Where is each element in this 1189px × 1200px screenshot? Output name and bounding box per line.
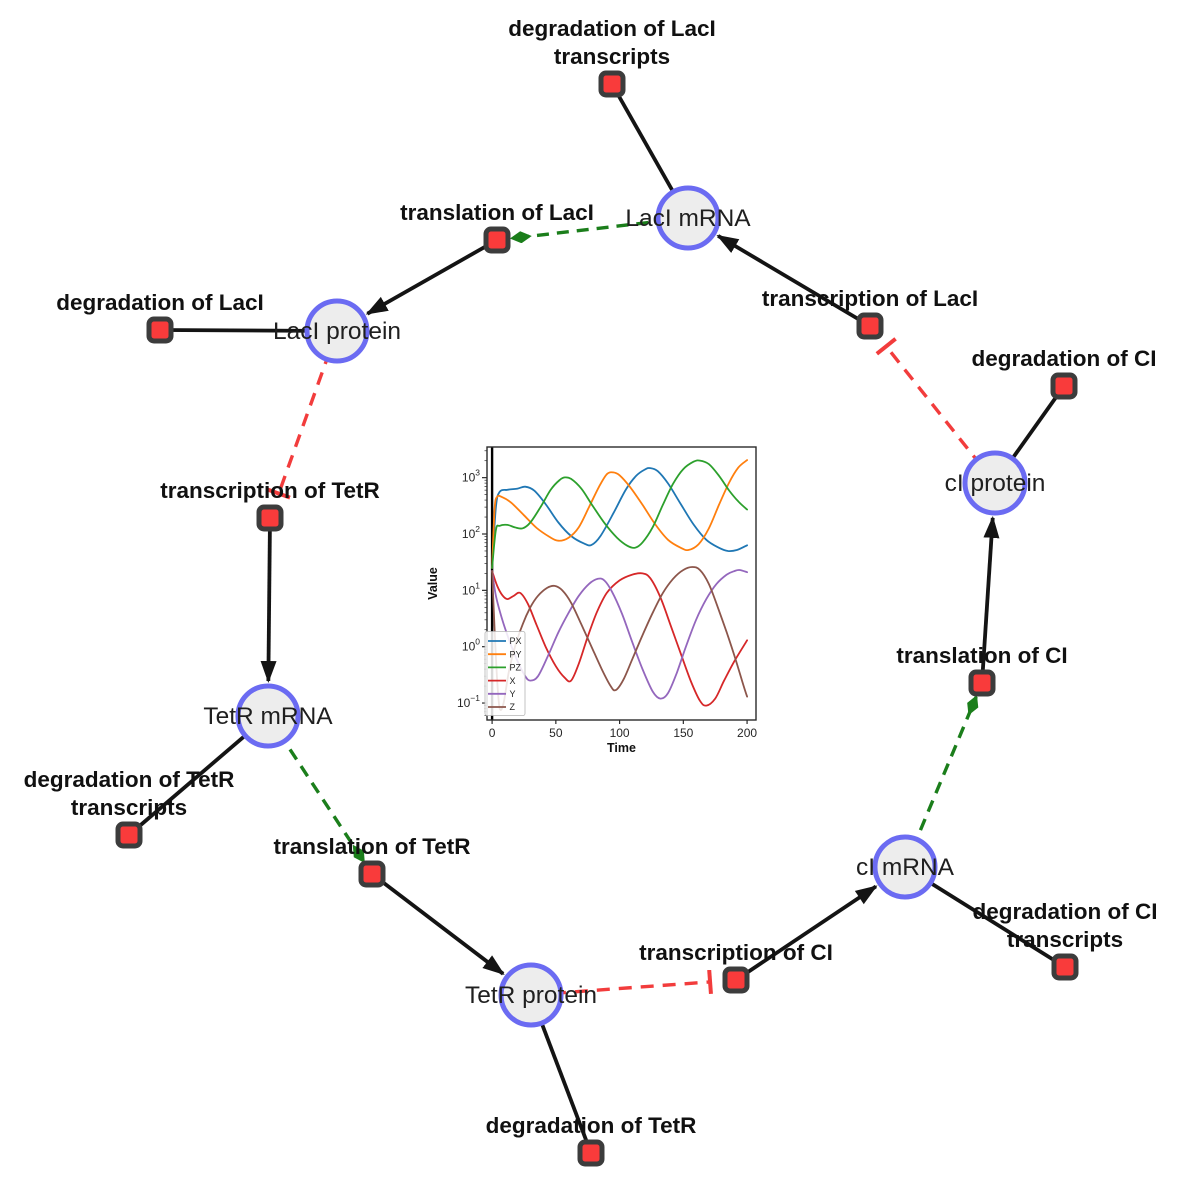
edge-production-translation_tetr-tetr_protein [370,872,505,976]
edge-production-transcription_tetr-tetr_mrna [260,517,277,684]
labels-layer: degradation of LacI transcripts translatio… [24,16,1158,1138]
reaction-node-translation_tetr[interactable] [358,860,386,888]
species-node-ci_mrna[interactable] [872,834,938,900]
x-tick-label: 100 [610,726,630,740]
reaction-label-deg_ci_transcripts: degradation of CI transcripts [973,899,1158,952]
nodes-layer [115,70,1079,1167]
y-tick-label: 10−1 [457,693,480,710]
reaction-node-deg_tetr[interactable] [577,1139,605,1167]
chart-plot-area [490,447,748,720]
edge-production-translation_ci-ci_protein [980,515,1000,684]
series-PX [491,467,748,569]
reaction-node-deg_laci[interactable] [146,316,174,344]
x-tick-label: 200 [737,726,757,740]
species-label-ci_protein: cI protein [945,470,1046,497]
reaction-label-transcription_tetr: transcription of TetR [160,478,380,503]
species-node-ci_protein[interactable] [962,450,1028,516]
reaction-label-transcription_ci: transcription of CI [639,940,833,965]
species-node-laci_mrna[interactable] [655,185,721,251]
x-tick-label: 50 [549,726,563,740]
chart-svg: 0 50 100 150 20010−1100101102103TimeValuePXP… [426,446,757,755]
series-X [491,570,748,707]
y-tick-label: 103 [462,468,480,485]
species-node-tetr_mrna[interactable] [235,683,301,749]
y-axis-label: Value [426,567,440,600]
reaction-node-deg_tetr_transcripts[interactable] [115,821,143,849]
chart-legend: PX PY PZ XYZ [484,631,526,716]
inset-chart: 0 50 100 150 200 10−1 100 101 102 103 Time Value PX P… [425,443,770,763]
species-label-tetr_protein: TetR protein [465,982,597,1009]
reaction-node-deg_ci[interactable] [1050,372,1078,400]
x-axis-label: Time [607,741,636,755]
plot-frame [486,446,757,721]
series-Z [491,566,748,711]
species-label-ci_mrna: cI mRNA [856,854,955,881]
reaction-label-deg_laci: degradation of LacI [56,290,264,315]
reaction-node-translation_ci[interactable] [968,669,996,697]
edge-production-transcription_laci-laci_mrna [716,234,871,328]
reaction-label-translation_tetr: translation of TetR [273,834,470,859]
y-tick-label: 102 [462,524,480,541]
species-node-laci_protein[interactable] [304,298,370,364]
reaction-label-deg_laci_transcripts: degradation of LacI transcripts [508,16,716,69]
species-node-tetr_protein[interactable] [498,962,564,1028]
reaction-label-translation_laci: translation of LacI [400,200,594,225]
legend-label-X: X [510,676,516,686]
reaction-node-deg_laci_transcripts[interactable] [598,70,626,98]
reaction-node-transcription_tetr[interactable] [256,504,284,532]
reaction-label-translation_ci: translation of CI [896,643,1067,668]
reaction-label-deg_ci: degradation of CI [972,346,1157,371]
y-tick-label: 101 [462,580,480,597]
reaction-node-deg_ci_transcripts[interactable] [1051,953,1079,981]
series-PY [491,459,748,569]
reaction-node-translation_laci[interactable] [483,226,511,254]
species-label-tetr_mrna: TetR mRNA [203,703,333,730]
legend-label-PY: PY [510,649,522,659]
series-PZ [491,459,748,569]
reaction-label-deg_tetr_transcripts: degradation of TetR transcripts [24,767,235,820]
reaction-label-deg_tetr: degradation of TetR [486,1113,697,1138]
species-label-laci_protein: LacI protein [273,318,401,345]
legend-label-PZ: PZ [510,663,522,673]
edge-production-transcription_ci-ci_mrna [734,884,878,982]
x-tick-label: 150 [673,726,693,740]
species-label-laci_mrna: LacI mRNA [625,205,751,232]
x-tick-label: 0 [489,726,496,740]
legend-label-PX: PX [510,636,522,646]
reaction-node-transcription_laci[interactable] [856,312,884,340]
edge-production-translation_laci-laci_protein [365,238,498,316]
reaction-node-transcription_ci[interactable] [722,966,750,994]
chart-axes: 0 50 100 150 200 10−1 100 101 102 103 Time Value [426,450,757,755]
series-Y [491,569,748,700]
y-tick-label: 100 [462,637,480,654]
legend-label-Y: Y [510,689,516,699]
legend-label-Z: Z [510,702,516,712]
reaction-label-transcription_laci: transcription of LacI [762,286,978,311]
